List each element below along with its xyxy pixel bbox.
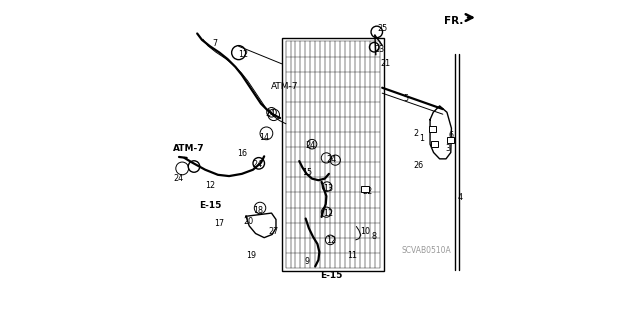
- Bar: [429, 126, 436, 132]
- Text: 11: 11: [347, 251, 357, 260]
- Text: 19: 19: [246, 251, 257, 260]
- Bar: [282, 38, 384, 271]
- Text: 20: 20: [243, 217, 253, 226]
- Text: E-15: E-15: [320, 271, 342, 280]
- Text: 12: 12: [238, 50, 248, 59]
- Text: 22: 22: [363, 187, 373, 196]
- Text: 12: 12: [326, 236, 336, 245]
- Text: 8: 8: [372, 232, 377, 241]
- Text: 7: 7: [212, 39, 218, 48]
- Text: 10: 10: [360, 227, 370, 236]
- Text: 16: 16: [237, 149, 247, 158]
- Text: 23: 23: [374, 45, 384, 54]
- Text: 24: 24: [266, 109, 276, 118]
- Text: 5: 5: [404, 94, 409, 103]
- Text: 18: 18: [253, 206, 263, 215]
- Text: 13: 13: [323, 184, 333, 193]
- Text: 1: 1: [420, 134, 424, 143]
- Text: 17: 17: [214, 219, 225, 228]
- Text: 3: 3: [445, 144, 450, 153]
- Text: 25: 25: [377, 24, 387, 33]
- Text: 4: 4: [458, 193, 463, 202]
- Bar: [447, 137, 454, 143]
- Text: E-15: E-15: [199, 201, 221, 210]
- Text: 24: 24: [326, 155, 336, 164]
- Text: FR.: FR.: [444, 16, 463, 26]
- Text: SCVAB0510A: SCVAB0510A: [402, 246, 452, 255]
- Text: ATM-7: ATM-7: [173, 144, 205, 153]
- Bar: [431, 141, 438, 147]
- Text: 24: 24: [253, 160, 263, 169]
- Text: 24: 24: [173, 174, 183, 183]
- Text: 6: 6: [448, 131, 453, 140]
- Text: 27: 27: [269, 227, 279, 236]
- Text: 12: 12: [205, 181, 215, 189]
- Text: 15: 15: [302, 168, 312, 177]
- Text: 9: 9: [305, 257, 310, 266]
- Bar: [362, 186, 369, 192]
- Text: 26: 26: [414, 161, 424, 170]
- Text: 24: 24: [305, 141, 316, 150]
- Text: 12: 12: [323, 209, 333, 218]
- Text: 14: 14: [259, 133, 269, 142]
- Text: 21: 21: [380, 59, 390, 68]
- Text: 2: 2: [413, 130, 419, 138]
- Text: ATM-7: ATM-7: [271, 82, 299, 91]
